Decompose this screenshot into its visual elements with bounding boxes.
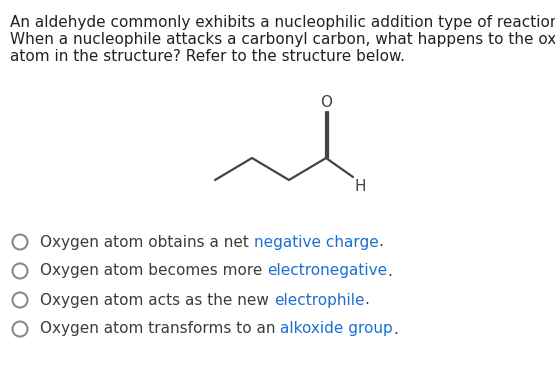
Text: electronegative: electronegative [268, 264, 387, 279]
Text: negative charge: negative charge [254, 234, 379, 250]
Text: Oxygen atom acts as the new: Oxygen atom acts as the new [40, 293, 274, 307]
Text: .: . [393, 322, 398, 336]
Text: Oxygen atom obtains a net: Oxygen atom obtains a net [40, 234, 254, 250]
Text: .: . [364, 293, 369, 307]
Text: .: . [387, 264, 392, 279]
Text: When a nucleophile attacks a carbonyl carbon, what happens to the oxygen: When a nucleophile attacks a carbonyl ca… [10, 32, 555, 47]
Text: H: H [354, 179, 366, 194]
Text: atom in the structure? Refer to the structure below.: atom in the structure? Refer to the stru… [10, 49, 405, 64]
Text: .: . [379, 234, 384, 250]
Text: Oxygen atom transforms to an: Oxygen atom transforms to an [40, 322, 280, 336]
Text: alkoxide group: alkoxide group [280, 322, 393, 336]
Text: An aldehyde commonly exhibits a nucleophilic addition type of reaction.: An aldehyde commonly exhibits a nucleoph… [10, 15, 555, 30]
Text: Oxygen atom becomes more: Oxygen atom becomes more [40, 264, 268, 279]
Text: electrophile: electrophile [274, 293, 364, 307]
Text: O: O [320, 95, 332, 110]
